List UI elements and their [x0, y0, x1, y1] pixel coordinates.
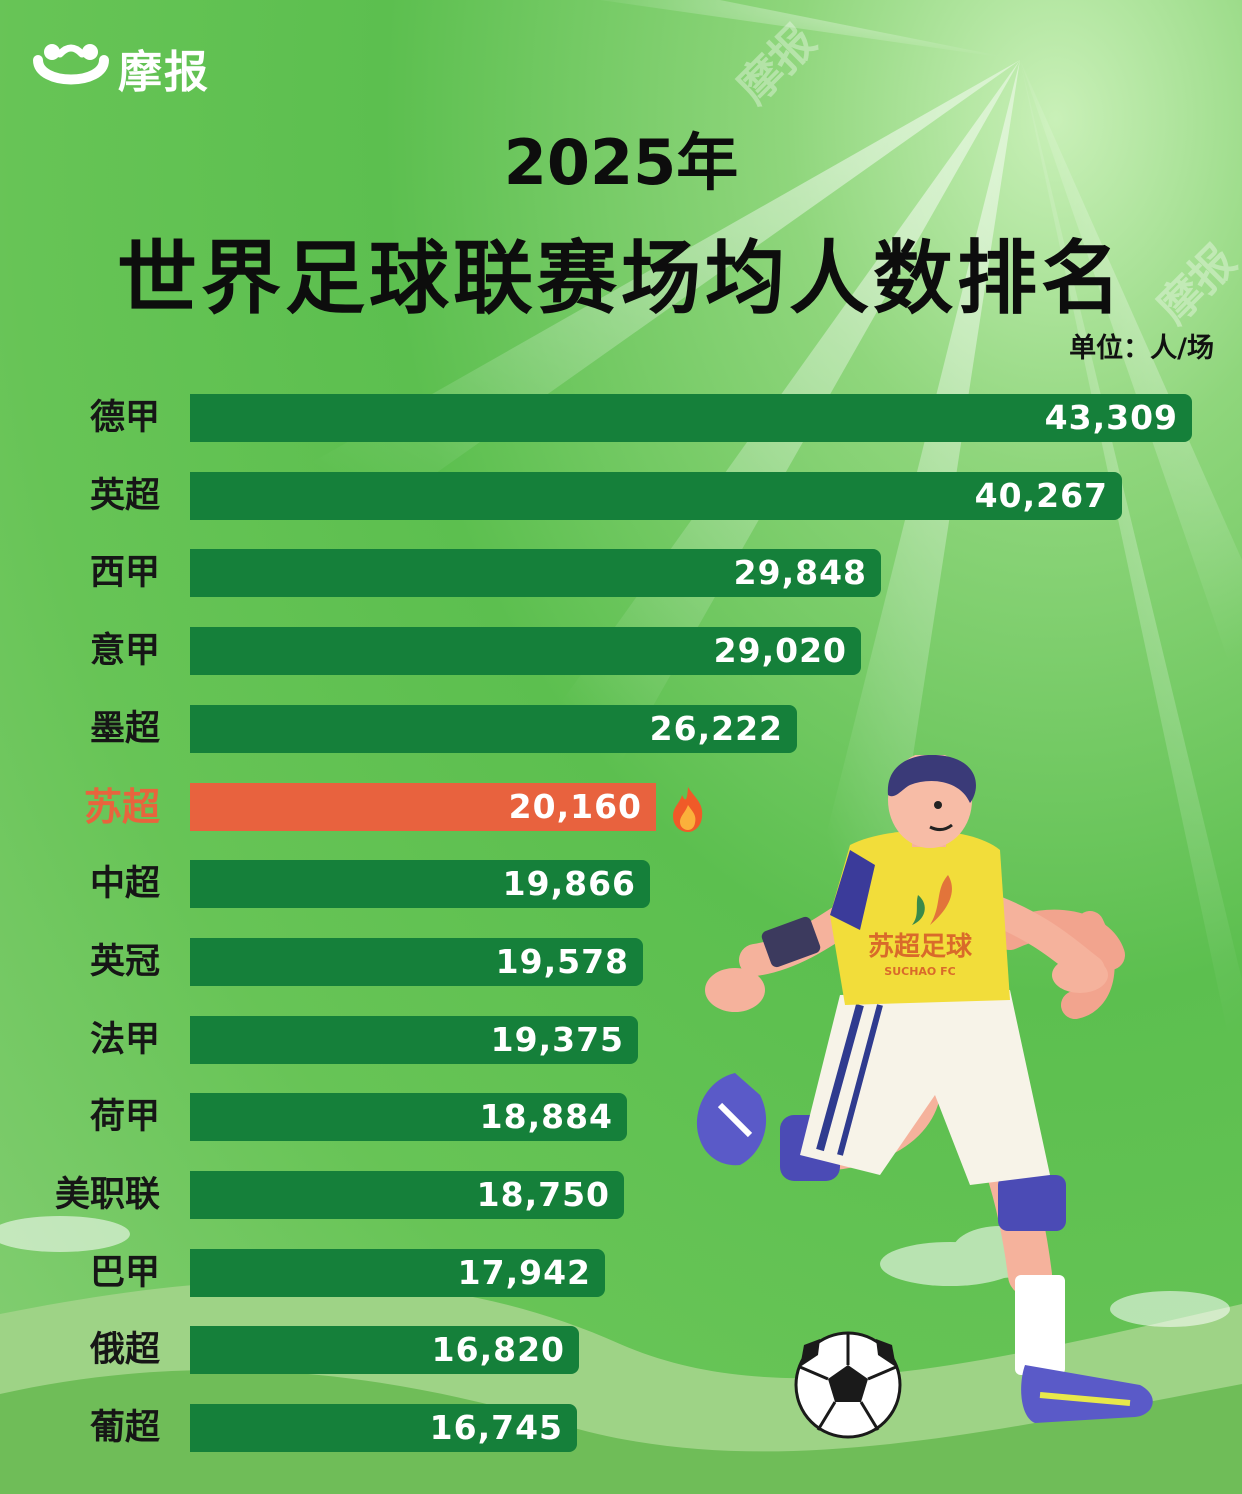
bar: 40,267	[190, 471, 1122, 520]
highlight-bar: 20,160	[190, 782, 656, 831]
bar: 26,222	[190, 704, 797, 753]
value-label: 19,578	[495, 941, 629, 981]
chart-row: 荷甲 18,884	[0, 1091, 1242, 1143]
bar: 18,884	[190, 1093, 627, 1142]
bar: 29,848	[190, 549, 881, 598]
chart-row: 英冠 19,578	[0, 936, 1242, 988]
category-label: 法甲	[89, 1019, 160, 1060]
value-label: 29,020	[713, 631, 847, 671]
value-label: 20,160	[508, 786, 642, 826]
value-label: 29,848	[733, 553, 867, 593]
bar: 19,578	[190, 937, 643, 986]
category-label: 美职联	[54, 1175, 160, 1215]
chart-row: 苏超 20,160	[0, 781, 1242, 833]
category-label: 西甲	[89, 553, 160, 594]
chart-row: 意甲 29,020	[0, 625, 1242, 677]
value-label: 19,866	[502, 864, 636, 904]
value-label: 19,375	[490, 1019, 624, 1059]
page-title: 世界足球联赛场均人数排名	[117, 232, 1125, 325]
chart-row: 葡超 16,745	[0, 1402, 1242, 1454]
category-label: 英冠	[89, 941, 160, 982]
value-label: 43,309	[1044, 398, 1178, 437]
category-label: 意甲	[89, 631, 160, 672]
jersey-subtext: SUCHAO FC	[884, 965, 955, 978]
chart-row: 俄超 16,820	[0, 1324, 1242, 1376]
chart-row: 巴甲 17,942	[0, 1247, 1242, 1299]
category-label: 中超	[89, 864, 160, 905]
chart-row: 英超 40,267	[0, 470, 1242, 522]
category-label: 俄超	[89, 1330, 160, 1371]
brand-name: 摩报	[118, 47, 210, 98]
brand-logo: 摩报	[30, 36, 210, 100]
fire-icon	[673, 786, 703, 832]
chart-row: 美职联 18,750	[0, 1169, 1242, 1221]
smile-logo-icon	[33, 44, 109, 85]
bar: 18,750	[190, 1171, 624, 1219]
bar: 43,309	[190, 394, 1192, 442]
category-label: 德甲	[89, 398, 160, 438]
bar: 19,375	[190, 1015, 638, 1064]
category-label: 英超	[89, 475, 160, 516]
category-label: 苏超	[83, 784, 160, 829]
bar: 16,745	[190, 1404, 577, 1453]
chart-row: 墨超 26,222	[0, 703, 1242, 755]
category-label: 墨超	[89, 708, 160, 749]
soccer-player-illustration: 苏超足球 SUCHAO FC	[696, 755, 1153, 1439]
value-label: 26,222	[649, 708, 783, 748]
category-label: 荷甲	[89, 1097, 160, 1138]
category-label: 巴甲	[89, 1252, 160, 1293]
bar: 19,866	[190, 860, 650, 909]
headline-year: 2025年	[503, 126, 739, 199]
chart-row: 德甲 43,309	[0, 392, 1242, 444]
unit-label: 单位：人/场	[1069, 333, 1214, 364]
bar: 17,942	[190, 1248, 605, 1297]
value-label: 18,750	[476, 1175, 610, 1214]
chart-row: 法甲 19,375	[0, 1014, 1242, 1066]
chart-row: 西甲 29,848	[0, 547, 1242, 599]
bar: 29,020	[190, 627, 861, 676]
value-label: 16,820	[431, 1330, 565, 1370]
category-label: 葡超	[89, 1408, 160, 1449]
value-label: 16,745	[429, 1408, 563, 1448]
soccer-ball-icon	[794, 1331, 902, 1439]
bar: 16,820	[190, 1326, 579, 1375]
jersey-text: 苏超足球	[868, 932, 973, 962]
value-label: 18,884	[479, 1097, 613, 1137]
value-label: 40,267	[974, 475, 1108, 515]
chart-row: 中超 19,866	[0, 858, 1242, 910]
value-label: 17,942	[457, 1252, 591, 1292]
